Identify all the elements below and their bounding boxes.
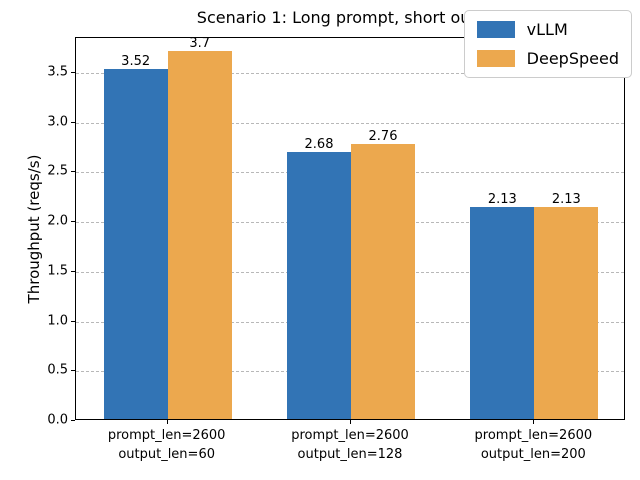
y-tick-mark bbox=[71, 221, 75, 223]
bar-value-label: 2.76 bbox=[368, 129, 398, 145]
x-tick-mark bbox=[166, 420, 168, 424]
y-tick-label-3.0: 3.0 bbox=[47, 114, 68, 130]
y-tick-mark bbox=[71, 121, 75, 123]
plot-area: 3.52 3.7 2.68 2.76 2.13 2.13 bbox=[75, 35, 625, 420]
y-tick-label-3.5: 3.5 bbox=[47, 64, 68, 80]
y-tick-mark bbox=[71, 171, 75, 173]
bar-value-label: 3.52 bbox=[121, 53, 151, 69]
y-tick-mark bbox=[71, 71, 75, 73]
bar-value-label: 3.7 bbox=[189, 35, 210, 51]
y-tick-label-2.5: 2.5 bbox=[47, 163, 68, 179]
bar-vLLM-group3 bbox=[470, 207, 535, 419]
bar-DeepSpeed-group3 bbox=[534, 207, 599, 419]
x-tick-label-group1: prompt_len=2600 output_len=60 bbox=[107, 428, 226, 462]
y-tick-mark bbox=[71, 320, 75, 322]
y-tick-label-0.5: 0.5 bbox=[47, 362, 68, 378]
bar-vLLM-group2 bbox=[287, 152, 351, 419]
bar-value-label: 2.13 bbox=[487, 192, 517, 208]
y-tick-mark bbox=[71, 420, 75, 421]
y-tick-label-0.0: 0.0 bbox=[47, 412, 68, 428]
legend-swatch-icon bbox=[476, 50, 515, 67]
bar-DeepSpeed-group1 bbox=[167, 50, 232, 419]
legend-item-DeepSpeed: DeepSpeed bbox=[476, 49, 619, 68]
bar-value-label: 2.13 bbox=[551, 192, 581, 208]
legend: vLLM DeepSpeed bbox=[463, 10, 632, 78]
legend-item-vLLM: vLLM bbox=[476, 20, 619, 39]
y-tick-mark bbox=[71, 370, 75, 372]
y-tick-label-1.0: 1.0 bbox=[47, 313, 68, 329]
legend-label: DeepSpeed bbox=[526, 49, 619, 68]
y-tick-label-1.5: 1.5 bbox=[47, 263, 68, 279]
x-tick-mark bbox=[350, 420, 351, 424]
legend-label: vLLM bbox=[526, 20, 568, 39]
bar-value-label: 2.68 bbox=[304, 137, 334, 153]
x-tick-mark bbox=[533, 420, 535, 424]
gridline-y-3.0 bbox=[76, 122, 624, 124]
y-tick-label-2.0: 2.0 bbox=[47, 213, 68, 229]
y-axis-label: Throughput (reqs/s) bbox=[25, 154, 43, 304]
y-tick-mark bbox=[71, 270, 75, 272]
x-tick-label-group3: prompt_len=2600 output_len=200 bbox=[474, 428, 593, 462]
bar-vLLM-group1 bbox=[103, 68, 168, 419]
gridline-y-3.5 bbox=[76, 72, 624, 74]
x-tick-label-group2: prompt_len=2600 output_len=128 bbox=[291, 428, 409, 462]
chart-title: Scenario 1: Long prompt, short output bbox=[196, 8, 504, 27]
legend-swatch-icon bbox=[476, 21, 515, 38]
bar-DeepSpeed-group2 bbox=[351, 144, 415, 419]
